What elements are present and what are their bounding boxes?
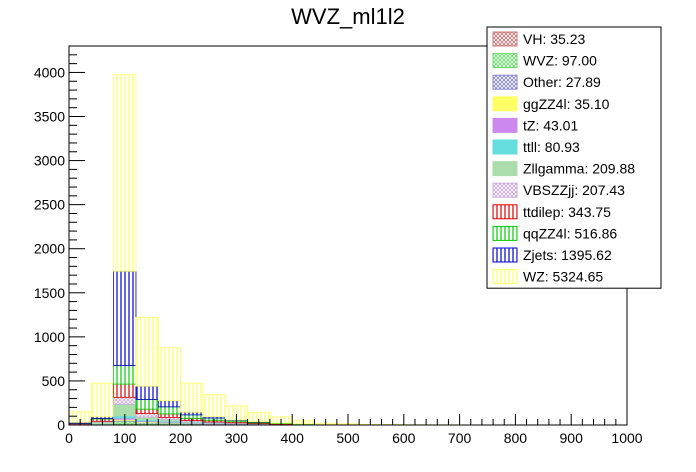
x-tick-label: 600 xyxy=(392,430,416,446)
bar-wz-80 xyxy=(113,74,137,272)
x-tick-label: 700 xyxy=(448,430,472,446)
legend-label-wvz: WVZ: 97.00 xyxy=(523,53,597,69)
legend-label-zjets: Zjets: 1395.62 xyxy=(523,247,612,263)
bar-wz-120 xyxy=(135,317,159,387)
legend-label-ttll: ttll: 80.93 xyxy=(523,139,580,155)
y-tick-label: 2500 xyxy=(34,197,65,213)
legend-swatch-ttdilep xyxy=(492,204,518,220)
legend-label-tz: tZ: 43.01 xyxy=(523,117,578,133)
y-tick-label: 3000 xyxy=(34,153,65,169)
legend-swatch-qqzz4l xyxy=(492,225,518,241)
legend-swatch-ttll xyxy=(492,139,518,155)
legend-box xyxy=(486,26,662,289)
x-tick-label: 200 xyxy=(169,430,193,446)
histogram-bars xyxy=(68,74,539,426)
chart-title: WVZ_ml1l2 xyxy=(291,4,405,29)
x-tick-label: 1000 xyxy=(611,430,642,446)
axes: 0 100 200 300 400 500 600 700 800 900 1000 0 500 1000… xyxy=(34,45,643,446)
bar-wz-200 xyxy=(180,382,204,413)
legend-swatch-vh xyxy=(492,31,518,47)
y-tick-label: 1000 xyxy=(34,329,65,345)
x-tick-label: 0 xyxy=(65,430,73,446)
x-tick-label: 100 xyxy=(113,430,137,446)
x-tick-label: 300 xyxy=(225,430,249,446)
y-tick-label: 0 xyxy=(57,417,65,433)
legend-swatch-other xyxy=(492,74,518,90)
bar-ttdilep-120 xyxy=(135,408,159,414)
legend-swatch-tz xyxy=(492,117,518,133)
bar-zjets-120 xyxy=(135,385,159,400)
legend-swatch-zjets xyxy=(492,247,518,263)
bar-qqzz4l-200 xyxy=(180,414,204,419)
bar-wz-240 xyxy=(202,394,226,418)
bar-qqzz4l-160 xyxy=(157,406,181,415)
legend-swatch-ggzz4l xyxy=(492,96,518,112)
bar-vbszzjj-80 xyxy=(113,396,137,405)
bar-qqzz4l-80 xyxy=(113,365,137,385)
legend-swatch-vbszzjj xyxy=(492,182,518,198)
y-tick-label: 4000 xyxy=(34,64,65,80)
legend-label-ttdilep: ttdilep: 343.75 xyxy=(523,204,611,220)
y-tick-label: 1500 xyxy=(34,285,65,301)
legend-swatch-wvz xyxy=(492,53,518,69)
bar-wz-40 xyxy=(90,382,115,418)
x-tick-label: 400 xyxy=(281,430,305,446)
bar-vbszzjj-120 xyxy=(135,413,159,418)
y-tick-label: 3500 xyxy=(34,109,65,125)
y-tick-label: 500 xyxy=(42,373,66,389)
legend-label-other: Other: 27.89 xyxy=(523,74,601,90)
legend-label-vh: VH: 35.23 xyxy=(523,31,585,47)
legend-label-wz: WZ: 5324.65 xyxy=(523,269,603,285)
x-tick-label: 800 xyxy=(504,430,528,446)
bar-ttdilep-80 xyxy=(113,383,137,398)
legend-label-vbszzjj: VBSZZjj: 207.43 xyxy=(523,182,625,198)
y-tick-label: 2000 xyxy=(34,241,65,257)
x-tick-label: 500 xyxy=(336,430,360,446)
bar-zjets-80 xyxy=(113,270,137,366)
legend-label-qqzz4l: qqZZ4l: 516.86 xyxy=(523,225,617,241)
legend: VH: 35.23 WVZ: 97.00 Other: 27.89 ggZZ4l: 3… xyxy=(486,26,662,289)
bar-ttdilep-160 xyxy=(157,413,181,418)
legend-swatch-zllgamma xyxy=(492,161,518,177)
legend-label-zllgamma: Zllgamma: 209.88 xyxy=(523,161,635,177)
bar-wz-160 xyxy=(157,347,181,402)
bar-zjets-160 xyxy=(157,400,181,408)
x-tick-label: 900 xyxy=(560,430,584,446)
legend-swatch-wz xyxy=(492,269,518,285)
legend-label-ggzz4l: ggZZ4l: 35.10 xyxy=(523,96,610,112)
bar-qqzz4l-120 xyxy=(135,399,159,410)
